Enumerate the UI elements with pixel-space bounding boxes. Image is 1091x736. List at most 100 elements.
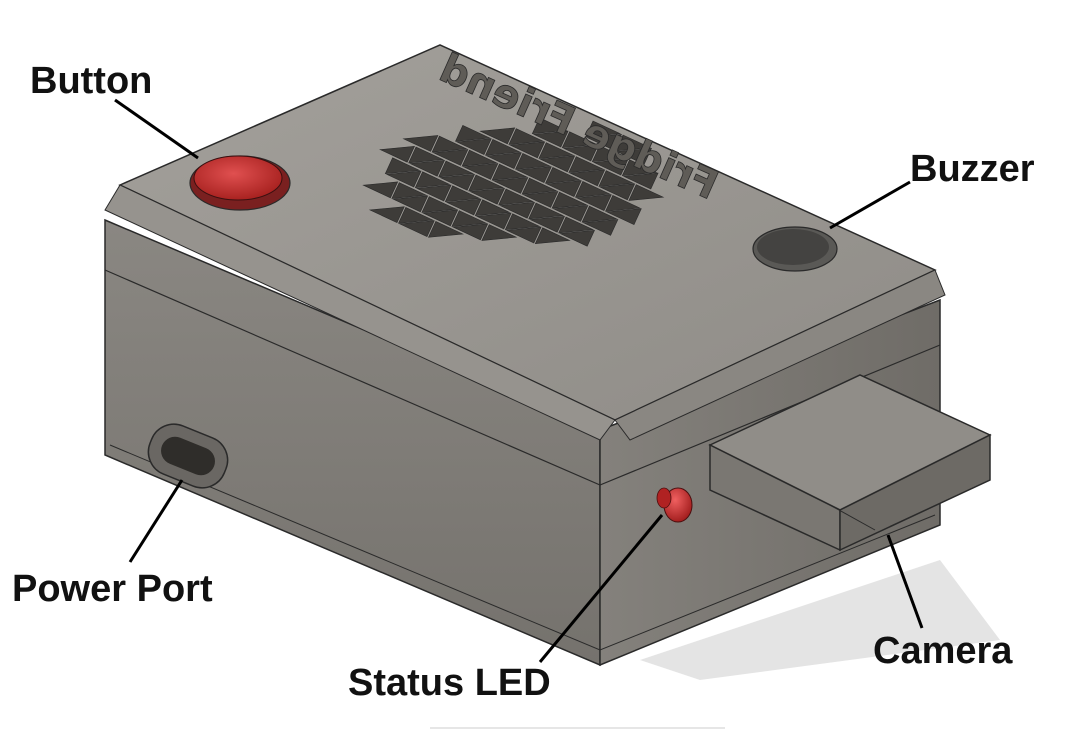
grille-triangle [581,205,618,223]
grille-triangle [515,153,551,170]
grille-triangle [591,145,628,163]
grille-triangle [504,213,541,231]
push-button [189,155,291,211]
grille-triangle [505,226,542,244]
grille-triangle [422,209,459,227]
grille-triangle [534,227,571,245]
device-bottom-seam [109,444,936,651]
grille-triangle [452,223,489,241]
grille-triangle [532,130,569,148]
grille-triangle [474,199,511,217]
grille-triangle [562,144,599,162]
grille-triangle [485,139,521,156]
grille-triangle [428,221,464,238]
grille-triangle [561,131,598,149]
grille-triangle [616,147,652,165]
grille-triangle [592,158,629,176]
grille-triangle [409,159,445,177]
grille-triangle [421,196,458,213]
grille-triangle [398,207,434,224]
ground-shadow [640,560,1000,680]
label-button: Button [30,60,153,102]
grille-triangle [622,172,659,190]
leader-camera [886,534,924,629]
grille-triangle [398,220,435,237]
grille-triangle [531,117,568,135]
grille-triangle [508,128,545,145]
grille-triangle [469,187,505,205]
buzzer-hole [752,226,838,272]
grille-triangle [392,195,429,213]
grille-triangle [585,120,622,138]
grille-triangle [402,135,439,152]
grille-triangle [605,208,642,225]
device-right-edge [614,269,946,441]
grille-triangle [568,156,605,173]
grille-triangle [439,173,475,191]
grille-triangle [455,125,491,142]
grille-triangle [391,182,428,199]
grille-triangle [362,181,399,199]
grille-triangle [582,219,619,236]
grille-triangle [431,135,468,153]
grille-triangle [499,201,535,219]
grille-triangle [498,188,535,206]
leader-button [114,98,199,160]
grille-triangle [599,183,636,201]
grille-triangle [485,152,522,169]
grille-triangle [462,163,499,180]
grille-triangle [529,215,565,233]
grille-triangle [528,202,565,220]
camera-module [708,374,992,552]
grille-triangle [515,166,552,183]
grille-triangle [628,184,665,201]
label-buzzer: Buzzer [910,148,1035,190]
grille-triangle [408,146,445,164]
grille-triangle [415,184,452,202]
grille-triangle [444,185,481,203]
grille-triangle [492,177,529,194]
grille-triangle [481,224,518,241]
grille-triangle [558,216,595,234]
power-port-slot [147,423,229,489]
grille-triangle [368,206,405,223]
grille-triangle [545,167,581,184]
leader-status-led [538,514,664,663]
label-camera: Camera [873,630,1013,672]
leader-power-port [128,479,184,563]
grille-triangle [575,181,611,198]
label-status-led: Status LED [348,662,551,704]
grille-triangle [479,127,516,145]
grille-triangle [569,169,606,187]
grille-triangle [475,212,512,230]
grille-triangle [379,145,415,163]
grille-triangle [539,155,576,173]
grille-triangle [621,159,658,177]
grille-triangle [521,177,558,195]
grille-triangle [509,141,546,159]
grille-triangle [438,160,475,178]
grille-triangle [451,210,488,227]
grille-triangle [575,194,612,211]
grille-triangle [545,180,582,197]
leader-buzzer [829,180,911,230]
label-power-port: Power Port [12,568,213,610]
grille-triangle [615,134,652,152]
grille-triangle [414,171,451,189]
status-led [656,487,693,523]
grille-triangle [445,198,482,216]
grille-triangle [605,195,641,212]
grille-triangle [552,205,589,222]
grille-triangle [491,163,528,181]
grille-triangle [432,149,469,166]
grille-triangle [598,170,635,187]
grille-triangle [384,157,421,175]
grille-triangle [538,142,575,159]
grille-triangle [461,149,498,167]
vent-grille [362,117,665,247]
grille-triangle [468,174,505,192]
grille-triangle [586,133,622,151]
grille-triangle [455,138,492,155]
